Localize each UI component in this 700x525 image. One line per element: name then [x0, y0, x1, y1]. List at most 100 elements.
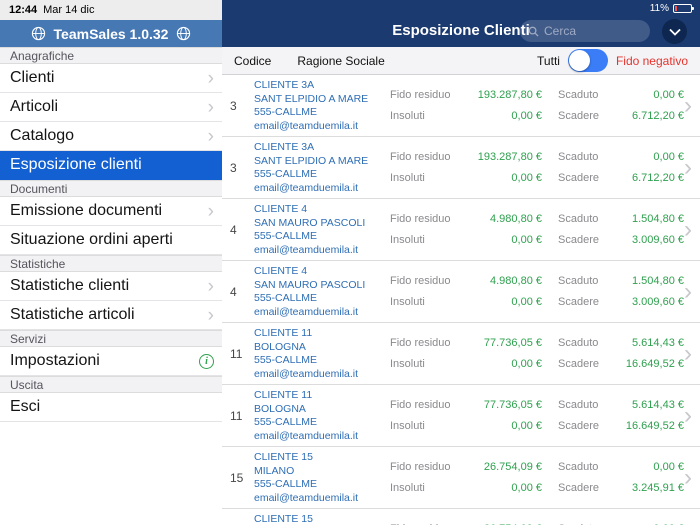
sidebar-item-esci[interactable]: Esci: [0, 393, 222, 422]
search-input[interactable]: [544, 24, 642, 38]
insoluti-label: Insoluti: [390, 296, 425, 308]
fido-column: Fido residuo 193.287,80 € Insoluti 0,00 …: [390, 89, 542, 122]
section-header-documenti: Documenti: [0, 180, 222, 197]
scadere-label: Scadere: [558, 110, 599, 122]
scaduto-label: Scaduto: [558, 337, 599, 349]
scadenze-column: Scaduto 0,00 € Scadere 3.245,91 €: [558, 523, 684, 525]
scadenze-column: Scaduto 1.504,80 € Scadere 3.009,60 €: [558, 275, 684, 308]
client-name: CLIENTE 11: [254, 389, 313, 401]
client-row[interactable]: 15 CLIENTE 15 MILANO 555-CALLME email@te…: [222, 447, 700, 509]
client-code: 11: [230, 346, 243, 361]
client-phone: 555-CALLME: [254, 478, 318, 490]
insoluti-label: Insoluti: [390, 482, 425, 494]
menu-label: Articoli: [10, 98, 59, 115]
client-phone: 555-CALLME: [254, 292, 318, 304]
filter-fido-negativo-label: Fido negativo: [615, 53, 688, 68]
fido-residuo-label: Fido residuo: [390, 337, 451, 349]
sidebar-item-statistiche-articoli[interactable]: Statistiche articoli ›: [0, 301, 222, 330]
scadenze-column: Scaduto 0,00 € Scadere 6.712,20 €: [558, 151, 684, 184]
menu-label: Esci: [10, 398, 41, 415]
sidebar-item-esposizione-clienti[interactable]: Esposizione clienti: [0, 151, 222, 180]
search-icon: [528, 26, 539, 37]
client-phone: 555-CALLME: [254, 230, 318, 242]
client-info: CLIENTE 3A SANT ELPIDIO A MARE 555-CALLM…: [254, 79, 384, 132]
fido-column: Fido residuo 77.736,05 € Insoluti 0,00 €: [390, 399, 542, 432]
client-row[interactable]: 3 CLIENTE 3A SANT ELPIDIO A MARE 555-CAL…: [222, 137, 700, 199]
sidebar: 12:44 Mar 14 dic TeamSales 1.0.32 Anagra…: [0, 0, 222, 525]
globe-icon: [177, 26, 191, 41]
search-field[interactable]: [520, 20, 650, 42]
sort-codice-button[interactable]: Codice: [234, 53, 272, 68]
chevron-right-icon: ›: [684, 153, 692, 181]
client-city: BOLOGNA: [254, 402, 306, 415]
insoluti-label: Insoluti: [390, 110, 425, 122]
client-city: SAN MAURO PASCOLI: [254, 216, 366, 229]
scaduto-label: Scaduto: [558, 461, 599, 473]
client-phone: 555-CALLME: [254, 354, 318, 366]
sort-ragione-sociale-button[interactable]: Ragione Sociale: [297, 53, 385, 68]
filter-tutti-label: Tutti: [537, 53, 560, 68]
menu-label: Catalogo: [10, 127, 75, 144]
fido-residuo-value: 77.736,05 €: [483, 399, 542, 411]
client-city: BOLOGNA: [254, 340, 306, 353]
menu-label: Emissione documenti: [10, 202, 163, 219]
scaduto-label: Scaduto: [558, 523, 598, 525]
fido-residuo-value: 77.736,05 €: [483, 337, 542, 349]
menu-label: Situazione ordini aperti: [10, 231, 173, 248]
chevron-right-icon: ›: [207, 96, 214, 118]
sidebar-item-emissione-documenti[interactable]: Emissione documenti ›: [0, 197, 222, 226]
status-date: Mar 14 dic: [43, 4, 95, 16]
fido-residuo-label: Fido residuo: [390, 523, 451, 525]
account-menu-button[interactable]: [662, 19, 687, 44]
client-info: CLIENTE 11 BOLOGNA 555-CALLME email@team…: [254, 327, 384, 380]
fido-column: Fido residuo 77.736,05 € Insoluti 0,00 €: [390, 337, 542, 370]
sidebar-item-catalogo[interactable]: Catalogo ›: [0, 122, 222, 151]
client-list: 3 CLIENTE 3A SANT ELPIDIO A MARE 555-CAL…: [222, 75, 700, 525]
client-row[interactable]: 3 CLIENTE 3A SANT ELPIDIO A MARE 555-CAL…: [222, 75, 700, 137]
client-info: CLIENTE 15 MILANO 555-CALLME email@teamd…: [254, 451, 384, 504]
sidebar-item-articoli[interactable]: Articoli ›: [0, 93, 222, 122]
scadenze-column: Scaduto 5.614,43 € Scadere 16.649,52 €: [558, 337, 684, 370]
client-name: CLIENTE 4: [254, 203, 308, 215]
chevron-right-icon: ›: [207, 275, 214, 297]
scadenze-column: Scaduto 1.504,80 € Scadere 3.009,60 €: [558, 213, 684, 246]
fido-residuo-label: Fido residuo: [390, 399, 451, 411]
chevron-right-icon: ›: [684, 91, 692, 119]
client-info: CLIENTE 3A SANT ELPIDIO A MARE 555-CALLM…: [254, 141, 384, 194]
client-row[interactable]: 4 CLIENTE 4 SAN MAURO PASCOLI 555-CALLME…: [222, 199, 700, 261]
fido-residuo-label: Fido residuo: [390, 461, 451, 473]
info-icon[interactable]: i: [199, 353, 214, 369]
insoluti-value: 0,00 €: [511, 234, 542, 246]
insoluti-label: Insoluti: [390, 234, 425, 246]
status-bar-right: 11%: [650, 3, 694, 14]
fido-residuo-value: 26.754,09 €: [484, 523, 542, 525]
sidebar-item-impostazioni[interactable]: Impostazioni i: [0, 347, 222, 376]
scadere-value: 3.009,60 €: [632, 296, 684, 308]
chevron-right-icon: ›: [207, 304, 214, 326]
scaduto-value: 1.504,80 €: [632, 213, 684, 225]
sidebar-item-situazione-ordini-aperti[interactable]: Situazione ordini aperti: [0, 226, 222, 255]
insoluti-value: 0,00 €: [511, 420, 542, 432]
fido-residuo-label: Fido residuo: [390, 151, 451, 163]
globe-icon: [31, 26, 45, 41]
scaduto-label: Scaduto: [558, 89, 599, 101]
fido-residuo-label: Fido residuo: [390, 213, 451, 225]
sidebar-item-clienti[interactable]: Clienti ›: [0, 64, 222, 93]
client-row[interactable]: 15 CLIENTE 15 MILANO 555-CALLME email@te…: [222, 509, 700, 525]
client-row[interactable]: 11 CLIENTE 11 BOLOGNA 555-CALLME email@t…: [222, 385, 700, 447]
scadere-label: Scadere: [558, 358, 599, 370]
client-code: 11: [230, 408, 243, 423]
client-code: 3: [230, 160, 237, 175]
scaduto-value: 1.504,80 €: [632, 275, 684, 287]
client-row[interactable]: 4 CLIENTE 4 SAN MAURO PASCOLI 555-CALLME…: [222, 261, 700, 323]
client-phone: 555-CALLME: [254, 106, 318, 118]
fido-column: Fido residuo 26.754,09 € Insoluti 0,00 €: [390, 461, 542, 494]
client-row[interactable]: 11 CLIENTE 11 BOLOGNA 555-CALLME email@t…: [222, 323, 700, 385]
client-name: CLIENTE 3A: [254, 79, 315, 91]
toggle-knob: [568, 50, 590, 71]
chevron-down-icon: [668, 28, 681, 36]
fido-negativo-toggle[interactable]: [567, 49, 608, 72]
sidebar-item-statistiche-clienti[interactable]: Statistiche clienti ›: [0, 272, 222, 301]
scaduto-label: Scaduto: [558, 151, 599, 163]
navigation-bar: 11% Esposizione Clienti: [222, 0, 700, 47]
